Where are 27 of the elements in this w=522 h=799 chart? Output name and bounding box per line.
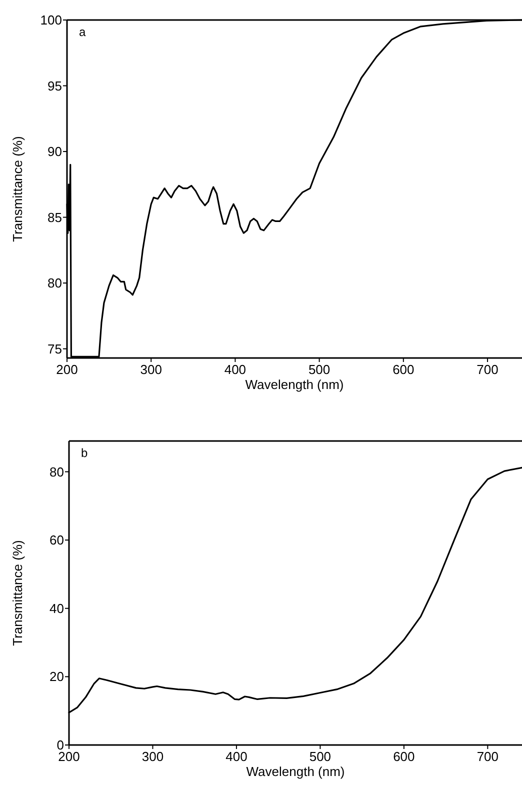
- y-tick-label: 90: [48, 144, 62, 160]
- x-tick-label: 700: [476, 362, 498, 377]
- x-tick-label: 300: [142, 749, 164, 764]
- y-tick-label: 100: [40, 12, 62, 28]
- annotation: b: [81, 446, 88, 460]
- y-tick-label: 80: [50, 464, 64, 480]
- x-tick-label: 700: [476, 749, 499, 764]
- y-tick-label: 80: [48, 276, 62, 291]
- x-tick-label: 200: [56, 362, 78, 377]
- x-tick-label: 500: [309, 749, 332, 764]
- y-tick-label: 75: [48, 341, 62, 356]
- x-axis-title: Wavelength (nm): [246, 764, 345, 779]
- x-tick-label: 600: [393, 749, 415, 764]
- x-tick-label: 400: [224, 362, 246, 377]
- x-tick-label: 400: [226, 749, 248, 764]
- y-tick-label: 95: [48, 78, 62, 94]
- x-tick-label: 500: [308, 362, 330, 377]
- annotation: a: [79, 25, 86, 39]
- y-tick-label: 60: [50, 532, 64, 548]
- x-tick-label: 600: [392, 362, 414, 377]
- y-tick-label: 40: [50, 600, 64, 616]
- y-tick-label: 85: [48, 210, 62, 225]
- x-axis-title: Wavelength (nm): [245, 377, 344, 392]
- x-tick-label: 300: [140, 362, 162, 377]
- y-axis-title: Transmittance (%): [10, 540, 25, 646]
- y-axis-title: Transmittance (%): [10, 136, 25, 242]
- y-tick-label: 20: [50, 669, 64, 684]
